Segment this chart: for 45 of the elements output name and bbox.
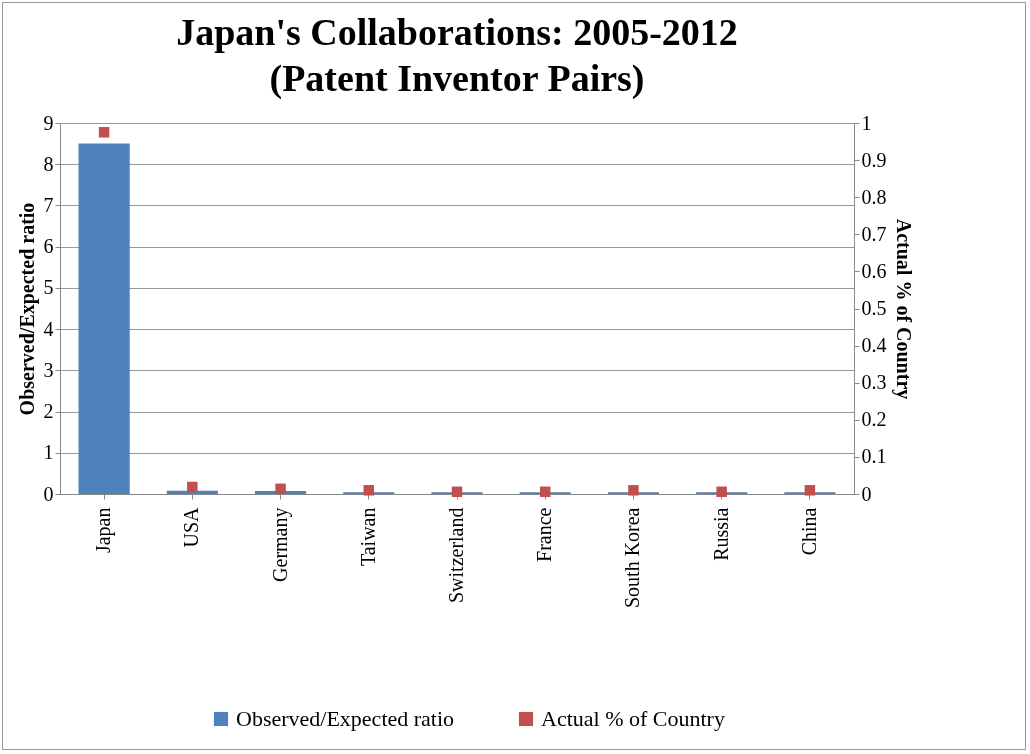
y2-tick-label: 0.1 (861, 445, 887, 468)
point (187, 481, 198, 493)
point (628, 485, 639, 496)
y2-tick-label: 0.2 (861, 408, 887, 431)
y2-tick-label: 0 (861, 482, 872, 505)
x-tick-label: South Korea (621, 507, 644, 609)
y-tick-label: 2 (43, 400, 54, 423)
y2-tick-label: 0.7 (861, 222, 887, 245)
y2-tick-label: 0.3 (861, 371, 887, 394)
y-tick-label: 9 (43, 111, 54, 134)
point (539, 486, 551, 498)
y2-tick-label: 0.5 (861, 297, 887, 319)
chart-title: Japan's Collaborations: 2005-2012 (Patent Inventor Pairs) (176, 11, 738, 100)
y2-tick-label: 1 (861, 111, 872, 134)
x-tick-label: Japan (92, 507, 116, 554)
x-tick-label: USA (180, 506, 203, 548)
x-tick-label: Taiwan (356, 507, 379, 567)
point (363, 485, 375, 496)
y2-tick-label: 0.8 (861, 185, 887, 208)
y2-axis-title: Actual % of Country (891, 218, 915, 400)
point (716, 486, 727, 498)
y2-tick-label: 0.6 (861, 259, 887, 282)
point (98, 127, 110, 138)
y-tick-label: 8 (43, 152, 54, 175)
x-tick-label: Germany (268, 507, 292, 582)
legend-label: Actual % of Country (541, 706, 725, 731)
y-tick-label: 0 (43, 482, 54, 505)
point (804, 485, 816, 496)
x-tick-label: France (533, 507, 556, 562)
x-tick-label: Russia (709, 507, 732, 561)
point (451, 486, 463, 498)
y-axis-title: Observed/Expected ratio (15, 202, 39, 416)
y-tick-label: 6 (43, 235, 54, 258)
point (275, 483, 286, 495)
y-tick-label: 1 (43, 441, 54, 464)
y2-tick-label: 0.4 (861, 334, 887, 357)
y-tick-label: 5 (43, 276, 54, 299)
y2-tick-label: 0.9 (861, 148, 887, 171)
bar (78, 143, 130, 494)
x-tick-label: Switzerland (445, 507, 467, 604)
y-tick-label: 7 (43, 193, 54, 216)
legend-label: Observed/Expected ratio (236, 706, 455, 731)
x-tick-label: China (797, 507, 820, 556)
y-tick-label: 3 (43, 358, 54, 381)
y-tick-label: 4 (43, 317, 54, 340)
